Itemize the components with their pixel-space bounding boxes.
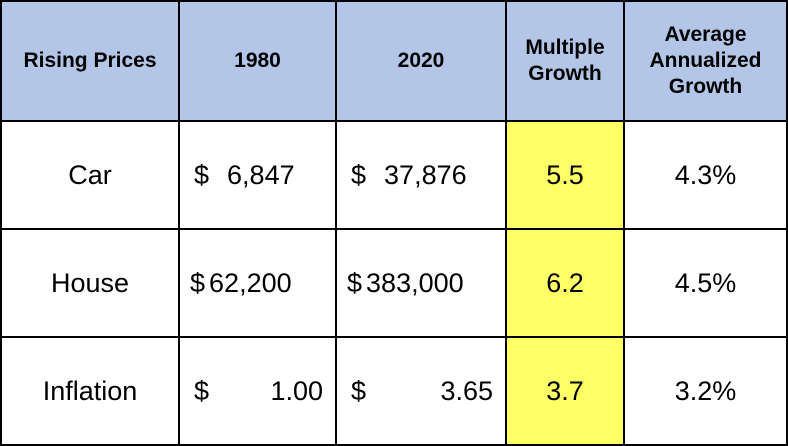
amount: 1.00 [270,375,323,406]
table-row-inflation: Inflation $1.00 $3.65 3.7 3.2% [0,336,788,446]
dollar-sign: $ [351,159,367,190]
row-label: Inflation [0,336,180,446]
header-multiple-growth: Multiple Growth [505,0,625,122]
row-label: House [0,228,180,338]
multiple-growth-value: 6.2 [505,228,625,338]
dollar-sign: $ [194,375,210,406]
dollar-sign: $ [351,375,367,406]
header-average-annualized-growth: Average Annualized Growth [623,0,788,122]
dollar-sign: $ [194,159,210,190]
amount: 3.65 [440,375,493,406]
header-rising-prices: Rising Prices [0,0,180,122]
value-1980: $62,200 [178,228,337,338]
amount: 37,876 [384,159,467,190]
annualized-growth-value: 4.3% [623,120,788,230]
header-row: Rising Prices 1980 2020 Multiple Growth … [0,0,788,122]
row-label: Car [0,120,180,230]
amount: 383,000 [366,267,464,298]
annualized-growth-value: 4.5% [623,228,788,338]
header-2020: 2020 [335,0,507,122]
value-2020: $37,876 [335,120,507,230]
annualized-growth-value: 3.2% [623,336,788,446]
table-row-house: House $62,200 $383,000 6.2 4.5% [0,228,788,338]
multiple-growth-value: 5.5 [505,120,625,230]
value-1980: $6,847 [178,120,337,230]
table-row-car: Car $6,847 $37,876 5.5 4.3% [0,120,788,230]
value-2020: $383,000 [335,228,507,338]
header-1980: 1980 [178,0,337,122]
dollar-sign: $ [347,267,363,298]
amount: 62,200 [209,267,292,298]
amount: 6,847 [227,159,295,190]
value-2020: $3.65 [335,336,507,446]
dollar-sign: $ [190,267,206,298]
value-1980: $1.00 [178,336,337,446]
multiple-growth-value: 3.7 [505,336,625,446]
